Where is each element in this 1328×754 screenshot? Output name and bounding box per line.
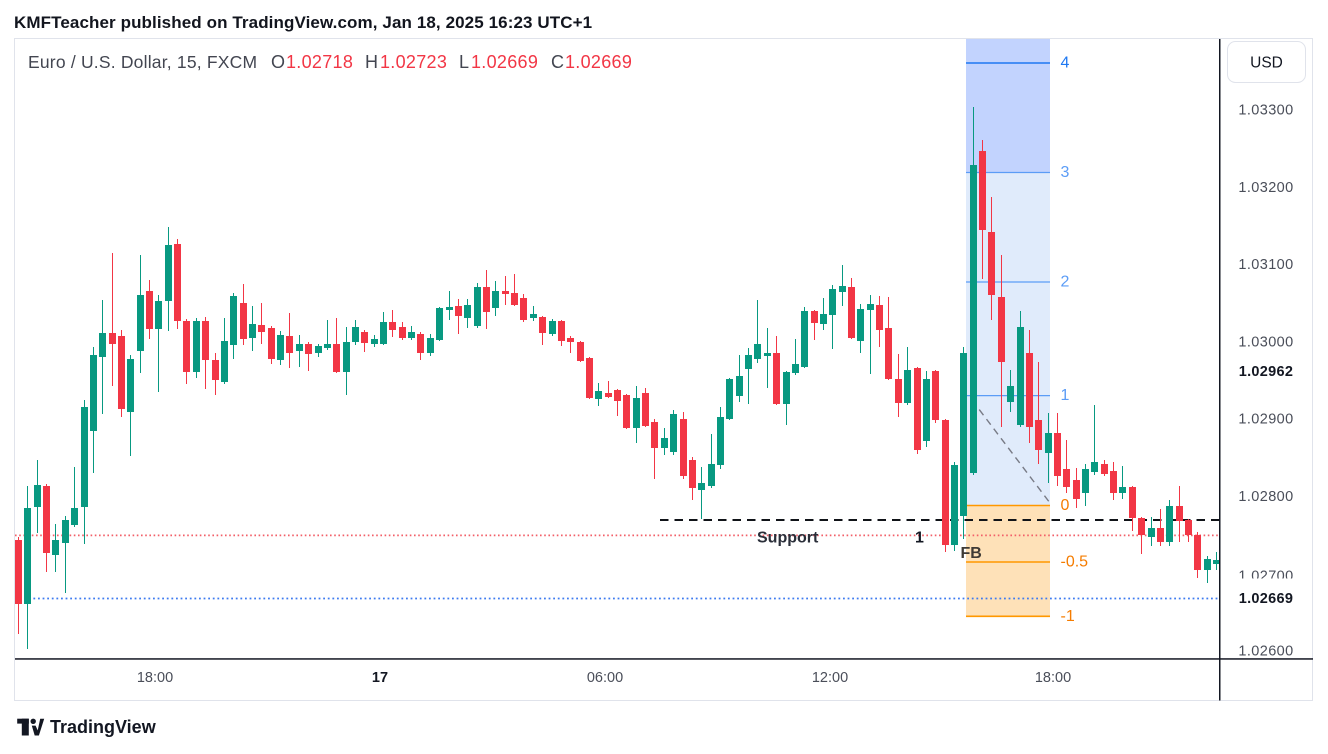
svg-text:1: 1: [915, 530, 924, 547]
svg-text:17: 17: [372, 670, 388, 686]
svg-text:1.03300: 1.03300: [1238, 103, 1293, 119]
svg-text:1.02962: 1.02962: [1239, 364, 1294, 380]
svg-text:1.03000: 1.03000: [1238, 334, 1293, 350]
svg-text:USD: USD: [1250, 55, 1283, 72]
svg-text:18:00: 18:00: [137, 670, 173, 686]
svg-text:C: C: [551, 52, 564, 72]
svg-text:H: H: [365, 52, 378, 72]
svg-text:Support: Support: [757, 530, 819, 547]
svg-text:1.02723: 1.02723: [380, 52, 447, 72]
svg-text:Euro / U.S. Dollar, 15, FXCM: Euro / U.S. Dollar, 15, FXCM: [28, 52, 257, 72]
svg-text:12:00: 12:00: [812, 670, 848, 686]
svg-text:18:00: 18:00: [1035, 670, 1071, 686]
svg-text:1.02718: 1.02718: [286, 52, 353, 72]
svg-text:-0.5: -0.5: [1061, 554, 1089, 571]
svg-text:1.02669: 1.02669: [565, 52, 632, 72]
svg-text:1.02669: 1.02669: [471, 52, 538, 72]
svg-text:1.03100: 1.03100: [1238, 257, 1293, 273]
svg-text:L: L: [459, 52, 469, 72]
svg-text:06:00: 06:00: [587, 670, 623, 686]
svg-text:1.03200: 1.03200: [1238, 180, 1293, 196]
svg-text:2: 2: [1061, 274, 1070, 291]
svg-text:4: 4: [1061, 55, 1070, 72]
svg-text:0: 0: [1061, 497, 1070, 514]
svg-text:1.02900: 1.02900: [1238, 412, 1293, 428]
svg-text:O: O: [271, 52, 285, 72]
svg-text:1: 1: [1061, 387, 1070, 404]
svg-text:1.02600: 1.02600: [1238, 643, 1293, 659]
svg-text:-1: -1: [1061, 608, 1075, 625]
svg-text:1.02800: 1.02800: [1238, 489, 1293, 505]
svg-text:FB: FB: [961, 545, 982, 562]
svg-text:KMFTeacher published on Tradin: KMFTeacher published on TradingView.com,…: [14, 13, 592, 32]
svg-text:1.02669: 1.02669: [1239, 591, 1294, 607]
svg-text:TradingView: TradingView: [50, 717, 157, 737]
svg-text:3: 3: [1061, 164, 1070, 181]
